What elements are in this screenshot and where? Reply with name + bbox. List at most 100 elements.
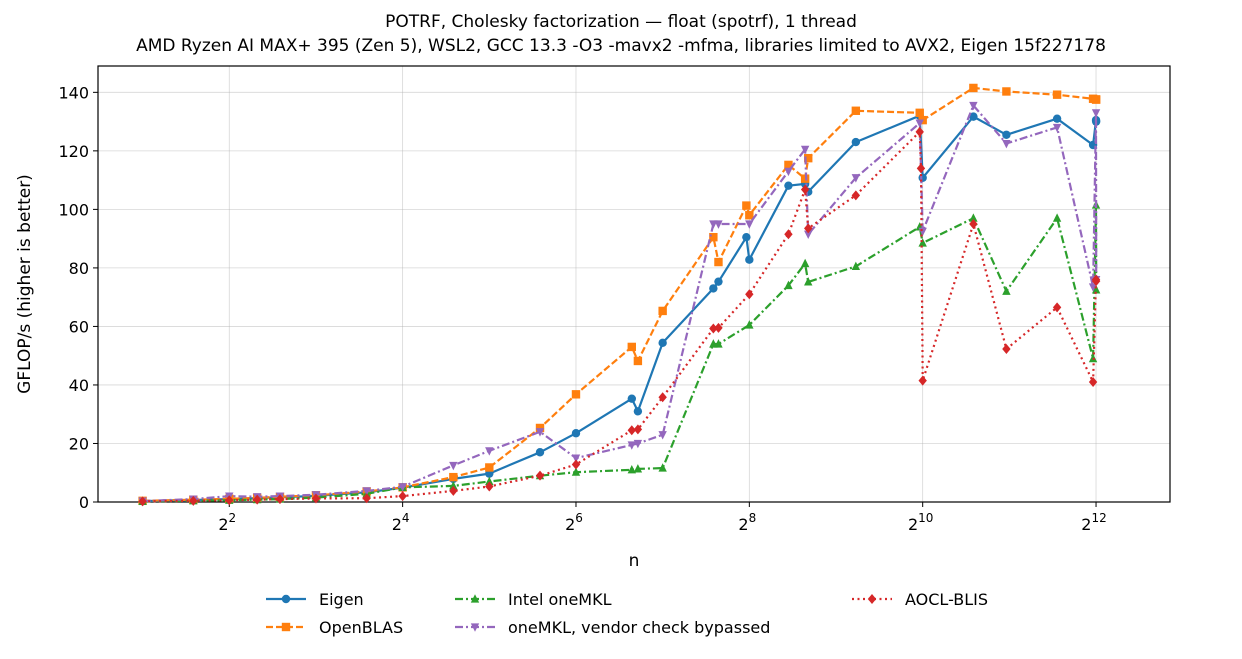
legend-label: Eigen xyxy=(319,590,364,609)
legend-marker xyxy=(470,594,480,603)
data-point xyxy=(800,184,810,195)
x-tick-label: 24 xyxy=(392,511,410,534)
data-point xyxy=(633,356,643,366)
data-point xyxy=(918,173,927,182)
data-point xyxy=(633,464,643,473)
data-point xyxy=(138,496,147,507)
data-point xyxy=(449,481,458,490)
data-point xyxy=(1052,213,1062,222)
series-0 xyxy=(138,111,1101,506)
y-tick-label: 20 xyxy=(69,434,89,453)
data-point xyxy=(449,485,458,496)
data-point xyxy=(918,238,927,247)
data-point xyxy=(851,137,861,147)
data-point xyxy=(485,447,494,456)
data-point xyxy=(571,429,581,438)
y-tick-label: 0 xyxy=(79,493,89,512)
data-point xyxy=(915,119,924,128)
x-tick-label: 212 xyxy=(1081,511,1106,534)
series-line xyxy=(142,104,1098,503)
data-point xyxy=(1091,95,1101,104)
data-point xyxy=(311,493,321,504)
x-axis-label: n xyxy=(629,551,640,571)
y-tick-label: 60 xyxy=(69,317,89,336)
data-point xyxy=(362,493,371,504)
data-point xyxy=(658,306,667,316)
y-tick-label: 140 xyxy=(58,83,89,102)
legend-marker xyxy=(470,623,480,632)
data-point xyxy=(784,160,793,170)
legend-marker xyxy=(281,622,291,632)
data-point xyxy=(398,491,407,502)
data-point xyxy=(969,83,978,93)
data-point xyxy=(745,320,754,329)
data-point xyxy=(915,126,924,137)
data-point xyxy=(658,431,667,440)
data-point xyxy=(1052,302,1062,313)
data-point xyxy=(709,232,718,242)
series-line xyxy=(142,130,1098,503)
legend-item: Eigen xyxy=(266,590,364,609)
data-point xyxy=(225,495,234,506)
data-point xyxy=(745,211,754,220)
y-tick-label: 80 xyxy=(69,259,89,278)
series-2 xyxy=(138,200,1101,506)
data-point xyxy=(571,390,581,399)
data-point xyxy=(969,213,978,222)
y-tick-label: 120 xyxy=(58,142,89,161)
legend-item: Intel oneMKL xyxy=(455,590,612,609)
data-point xyxy=(969,219,978,230)
data-point xyxy=(658,392,667,403)
data-point xyxy=(784,280,793,290)
plot-frame xyxy=(97,65,1171,503)
data-point xyxy=(535,428,545,437)
data-point xyxy=(485,476,494,486)
x-tick-label: 26 xyxy=(565,511,583,534)
data-point xyxy=(627,425,636,436)
data-point xyxy=(714,220,723,229)
data-point xyxy=(633,439,643,449)
data-point xyxy=(969,112,978,121)
data-point xyxy=(851,190,861,201)
data-point xyxy=(1091,109,1101,118)
data-point xyxy=(851,174,861,183)
legend-label: oneMKL, vendor check bypassed xyxy=(508,618,770,637)
series-line xyxy=(142,203,1098,503)
series-3 xyxy=(138,101,1101,506)
data-point xyxy=(1088,377,1098,388)
data-point xyxy=(1052,90,1062,99)
data-point xyxy=(745,255,754,264)
data-point xyxy=(449,472,458,482)
data-point xyxy=(398,483,407,492)
data-point xyxy=(535,470,545,481)
data-point xyxy=(1052,123,1062,133)
y-tick-label: 100 xyxy=(58,200,89,219)
data-point xyxy=(784,167,793,177)
data-point xyxy=(1002,343,1011,354)
data-point xyxy=(714,322,723,333)
data-point xyxy=(535,448,545,457)
data-point xyxy=(627,441,636,450)
legend-item: oneMKL, vendor check bypassed xyxy=(455,618,770,637)
data-point xyxy=(485,463,494,472)
data-point xyxy=(1091,285,1101,294)
data-point xyxy=(714,339,723,348)
data-point xyxy=(189,495,198,506)
data-point xyxy=(969,101,978,111)
data-point xyxy=(742,201,751,210)
data-point xyxy=(742,232,751,242)
grid xyxy=(98,66,1170,503)
data-point xyxy=(658,338,667,348)
data-point xyxy=(851,106,861,115)
data-point xyxy=(800,258,810,268)
data-point xyxy=(658,463,667,472)
data-point xyxy=(571,454,581,463)
data-point xyxy=(745,220,754,229)
data-point xyxy=(627,394,636,403)
axis-ticks: 22 24 26 28 210 212 0 20 40 60 80 100 120 140 xyxy=(58,83,1106,534)
data-point xyxy=(571,459,581,470)
data-point xyxy=(804,223,813,234)
data-point xyxy=(362,487,371,496)
data-point xyxy=(252,494,262,505)
chart-subtitle: AMD Ryzen AI MAX+ 395 (Zen 5), WSL2, GCC… xyxy=(136,36,1106,56)
